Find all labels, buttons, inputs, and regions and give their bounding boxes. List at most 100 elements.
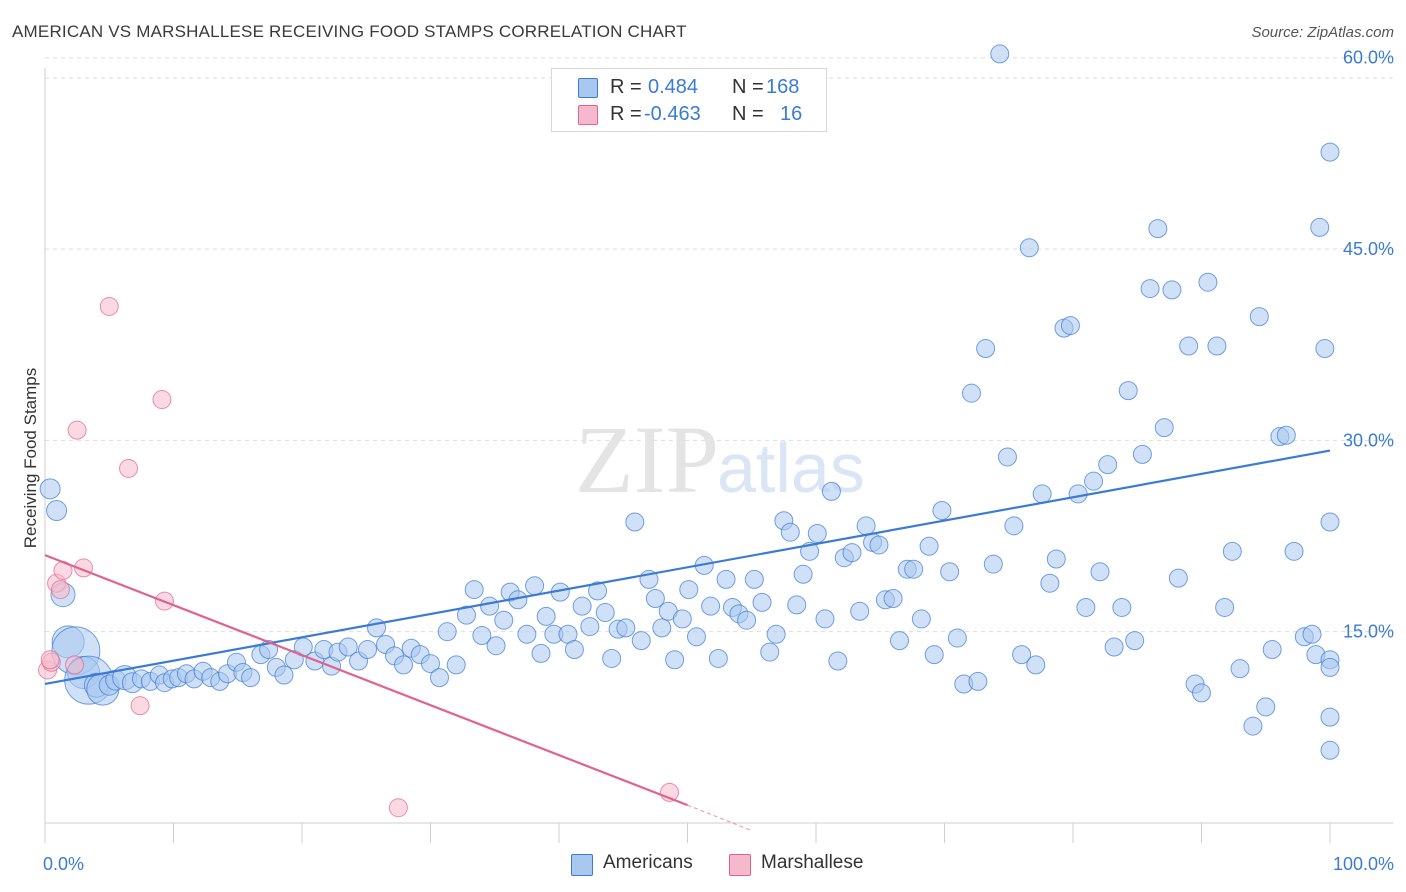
american-point: [358, 640, 378, 660]
american-point: [766, 624, 786, 644]
american-point: [890, 631, 910, 651]
marshallese-point: [99, 296, 119, 316]
american-point: [602, 648, 622, 668]
american-point: [869, 535, 889, 555]
american-point: [1276, 425, 1296, 445]
marshallese-point: [152, 390, 172, 410]
american-point: [1320, 740, 1340, 760]
american-point: [1243, 716, 1263, 736]
american-point: [1032, 484, 1052, 504]
american-point: [919, 536, 939, 556]
axes: [44, 68, 1393, 843]
legend-swatch-americans: [578, 78, 598, 98]
american-point: [1148, 219, 1168, 239]
x-tick-label: 0.0%: [43, 854, 84, 874]
american-point: [760, 642, 780, 662]
watermark-atlas: atlas: [717, 429, 865, 507]
american-point: [793, 564, 813, 584]
american-point: [437, 622, 457, 642]
american-point: [1302, 624, 1322, 644]
american-point: [968, 671, 988, 691]
american-point: [1262, 640, 1282, 660]
watermark-zip: ZIP: [575, 406, 719, 513]
american-point: [536, 606, 556, 626]
american-point: [1207, 336, 1227, 356]
american-point: [716, 569, 736, 589]
american-point: [595, 603, 615, 623]
legend-n-value: 168: [766, 76, 800, 98]
american-point: [708, 648, 728, 668]
american-point: [686, 627, 706, 647]
american-point: [961, 383, 981, 403]
y-tick-label: 30.0%: [1343, 430, 1394, 450]
marshallese-trend-line: [44, 554, 688, 807]
americans-points: [39, 44, 1340, 760]
y-tick-label: 60.0%: [1343, 48, 1394, 68]
marshallese-point: [40, 650, 60, 670]
american-point: [480, 596, 500, 616]
american-point: [1090, 562, 1110, 582]
american-point: [997, 447, 1017, 467]
american-point: [1222, 541, 1242, 561]
american-point: [1046, 549, 1066, 569]
legend-r-label: R =: [610, 76, 642, 98]
american-point: [645, 589, 665, 609]
american-point: [394, 655, 414, 675]
american-point: [1040, 573, 1060, 593]
american-point: [580, 617, 600, 637]
american-point: [472, 626, 492, 646]
american-point: [517, 624, 537, 644]
tick-labels: 15.0% 30.0% 45.0% 60.0% 0.0% 100.0%: [43, 48, 1394, 874]
american-point: [1320, 707, 1340, 727]
legend-row-americans: R = 0.484 N = 168: [552, 74, 826, 100]
american-point: [338, 637, 358, 657]
american-point: [531, 643, 551, 663]
american-point: [421, 654, 440, 674]
american-point: [1168, 568, 1188, 588]
american-point: [1019, 238, 1039, 258]
american-point: [815, 609, 835, 629]
marshallese-trend-extension: [687, 804, 752, 832]
american-point: [737, 610, 757, 630]
american-point: [904, 559, 924, 579]
american-point: [821, 481, 841, 501]
american-point: [456, 605, 476, 625]
american-point: [856, 516, 876, 536]
legend-swatch-marshallese: [578, 105, 598, 125]
american-point: [1162, 280, 1182, 300]
legend: R = 0.484 N = 168 R = -0.463 N = 16: [551, 68, 827, 132]
x-tick-label: 100.0%: [1333, 854, 1394, 874]
american-point: [932, 501, 952, 521]
marshallese-point: [65, 655, 85, 675]
bottom-swatch-marshallese: [729, 854, 751, 876]
marshallese-point: [388, 798, 408, 818]
marshallese-point: [67, 420, 87, 440]
chart-title: AMERICAN VS MARSHALLESE RECEIVING FOOD S…: [12, 22, 687, 41]
american-point: [446, 655, 466, 675]
marshallese-point: [50, 580, 70, 600]
legend-n-value: 16: [780, 103, 803, 125]
american-point: [665, 650, 685, 670]
bottom-legend: Americans Marshallese: [0, 852, 1406, 878]
american-point: [752, 592, 772, 612]
american-point: [842, 543, 862, 563]
legend-r-value: 0.484: [648, 76, 699, 98]
bottom-label-marshallese: Marshallese: [761, 852, 864, 873]
american-point: [1320, 512, 1340, 532]
american-point: [1154, 418, 1174, 438]
american-point: [525, 576, 545, 596]
american-point: [1284, 541, 1304, 561]
american-point: [494, 610, 514, 630]
american-point: [46, 500, 68, 522]
american-point: [1112, 597, 1132, 617]
american-point: [780, 522, 800, 542]
american-point: [241, 668, 261, 688]
american-point: [1230, 659, 1250, 679]
legend-n-label: N =: [732, 76, 764, 98]
american-point: [807, 523, 827, 543]
legend-r-label: R =: [610, 103, 642, 125]
american-point: [850, 601, 870, 621]
american-point: [1125, 631, 1145, 651]
american-point: [564, 640, 584, 660]
